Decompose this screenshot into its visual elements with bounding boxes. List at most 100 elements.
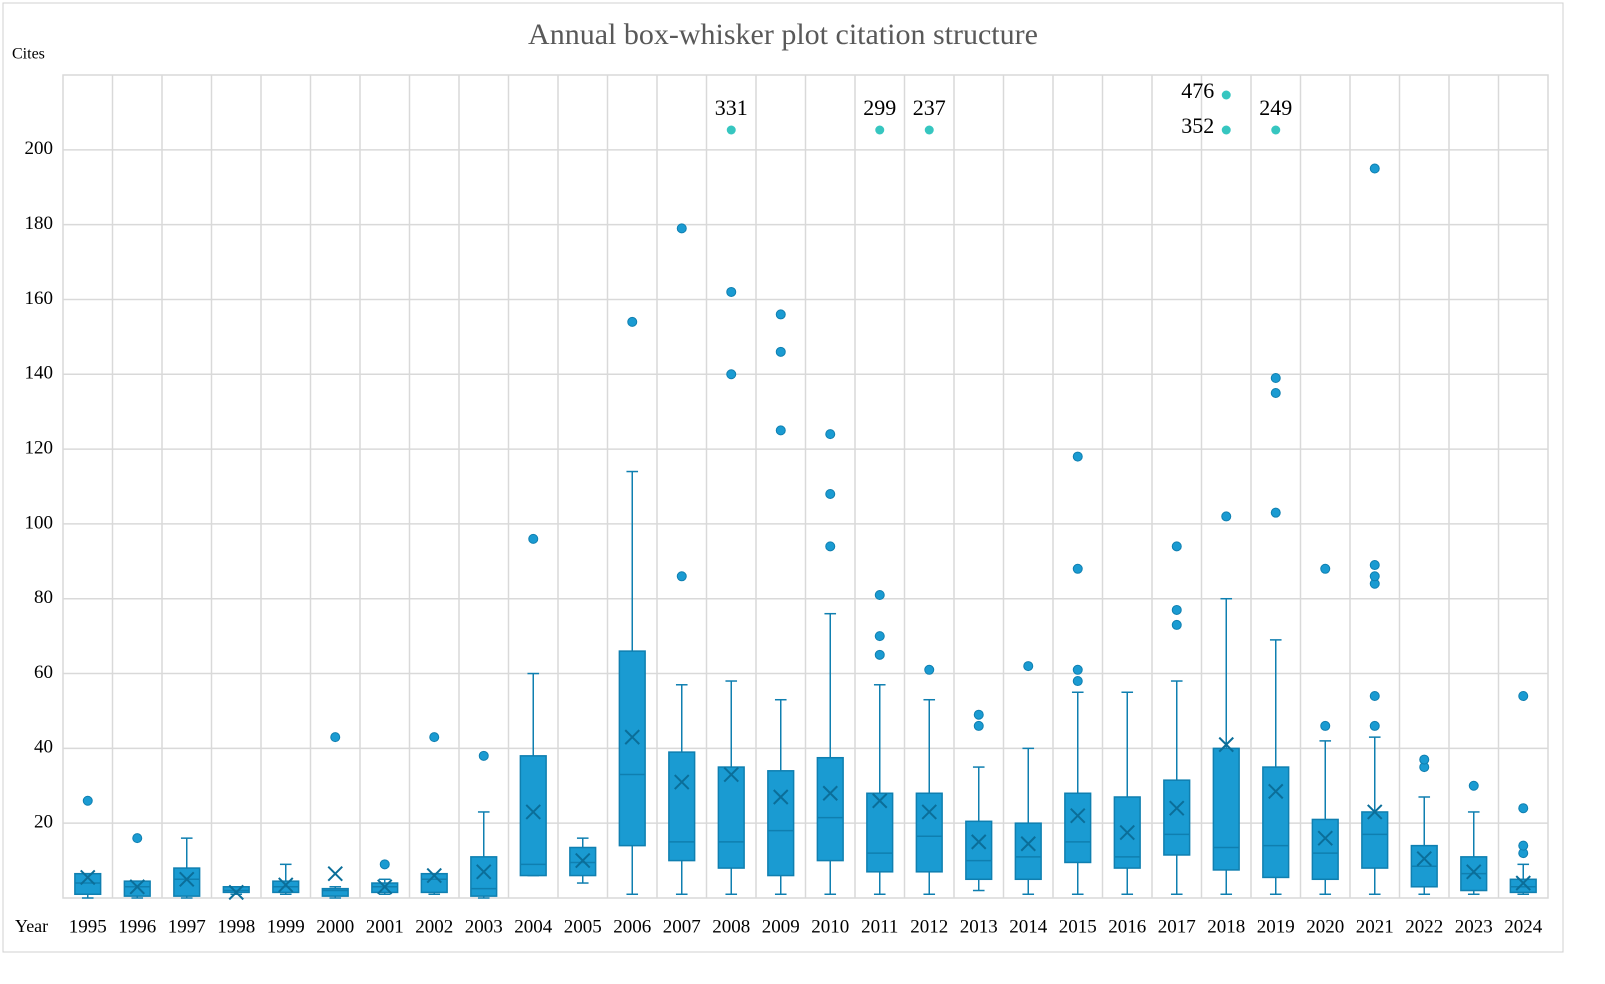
outlier [1270,373,1281,384]
mean-marker [872,793,888,809]
outlier [775,346,786,357]
mean-marker [426,867,442,884]
outlier [1171,604,1182,615]
capped-outlier [1221,90,1231,100]
outlier [874,631,885,642]
outlier [924,664,935,675]
x-tick-label: 2009 [762,916,800,937]
x-tick-label: 2001 [366,916,404,937]
x-tick-label: 2018 [1207,916,1245,937]
box [1361,811,1389,869]
mean-marker [179,871,195,888]
box [618,650,646,847]
mean-marker [624,729,640,745]
mean-marker [1268,783,1284,800]
x-tick-label: 2011 [861,916,898,937]
box [173,867,201,897]
x-tick-label: 2006 [613,916,651,937]
x-tick-label: 1995 [69,916,107,937]
outlier [1270,387,1281,398]
mean-marker [476,864,492,880]
capped-outlier-label: 237 [913,95,946,120]
box [965,820,993,881]
x-tick-label: 1996 [118,916,156,937]
mean-marker [1218,736,1234,753]
y-tick-label: 60 [34,662,53,683]
capped-outlier-label: 249 [1259,95,1292,120]
box [1212,747,1240,871]
box [866,792,894,873]
outlier [1072,451,1083,462]
x-tick-label: 1997 [168,916,206,937]
x-tick-label: 2015 [1059,916,1097,937]
outlier [825,429,836,440]
capped-outlier-label: 352 [1181,113,1214,138]
mean-marker [129,879,145,895]
x-tick-label: 2010 [811,916,849,937]
outlier [825,488,836,499]
outlier [1072,563,1083,574]
x-tick-label: 2017 [1158,916,1196,937]
y-tick-label: 120 [25,437,54,458]
mean-marker [327,865,343,882]
x-tick-label: 2003 [465,916,503,937]
mean-marker [1466,864,1482,880]
outlier [1369,720,1380,731]
x-tick-label: 2013 [960,916,998,937]
capped-outlier [924,125,934,135]
outlier [379,859,390,870]
y-axis-label: Cites [12,46,45,63]
outlier [1171,541,1182,552]
outlier [1320,720,1331,731]
box [668,751,696,862]
y-tick-label: 20 [34,812,53,833]
outlier [726,286,737,297]
mean-marker [674,774,690,790]
box [420,872,448,894]
outlier [676,223,687,234]
capped-outlier [1221,125,1231,135]
box [1509,878,1537,894]
y-tick-label: 100 [25,512,54,533]
outlier [1518,803,1529,814]
outlier [1518,690,1529,701]
box [1014,822,1042,881]
outlier [775,425,786,436]
mean-marker [822,785,838,801]
outlier [1221,511,1232,522]
x-tick-label: 2005 [564,916,602,937]
x-tick-label: 2021 [1356,916,1394,937]
x-tick-label: 2023 [1455,916,1493,937]
x-tick-label: 2022 [1405,916,1443,937]
capped-outlier-label: 331 [715,95,748,120]
outlier [1320,563,1331,574]
box [321,887,349,897]
outlier [478,750,489,761]
y-tick-label: 140 [25,363,54,384]
x-tick-label: 1998 [217,916,255,937]
box [1262,766,1290,879]
mean-marker [278,877,294,893]
outlier [82,795,93,806]
mean-marker [1317,830,1333,846]
outlier [775,309,786,320]
mean-marker [921,804,937,820]
mean-marker [1367,804,1383,820]
outlier [1468,780,1479,791]
x-tick-label: 2008 [712,916,750,937]
outlier [973,720,984,731]
mean-marker [525,804,541,820]
mean-marker [1416,851,1432,867]
outlier [627,316,638,327]
x-tick-label: 1999 [267,916,305,937]
mean-marker [1119,824,1135,841]
outlier [676,571,687,582]
y-tick-label: 160 [25,288,54,309]
mean-marker [377,879,393,895]
mean-marker [723,766,739,783]
outlier [528,533,539,544]
outlier [825,541,836,552]
outlier [726,369,737,380]
